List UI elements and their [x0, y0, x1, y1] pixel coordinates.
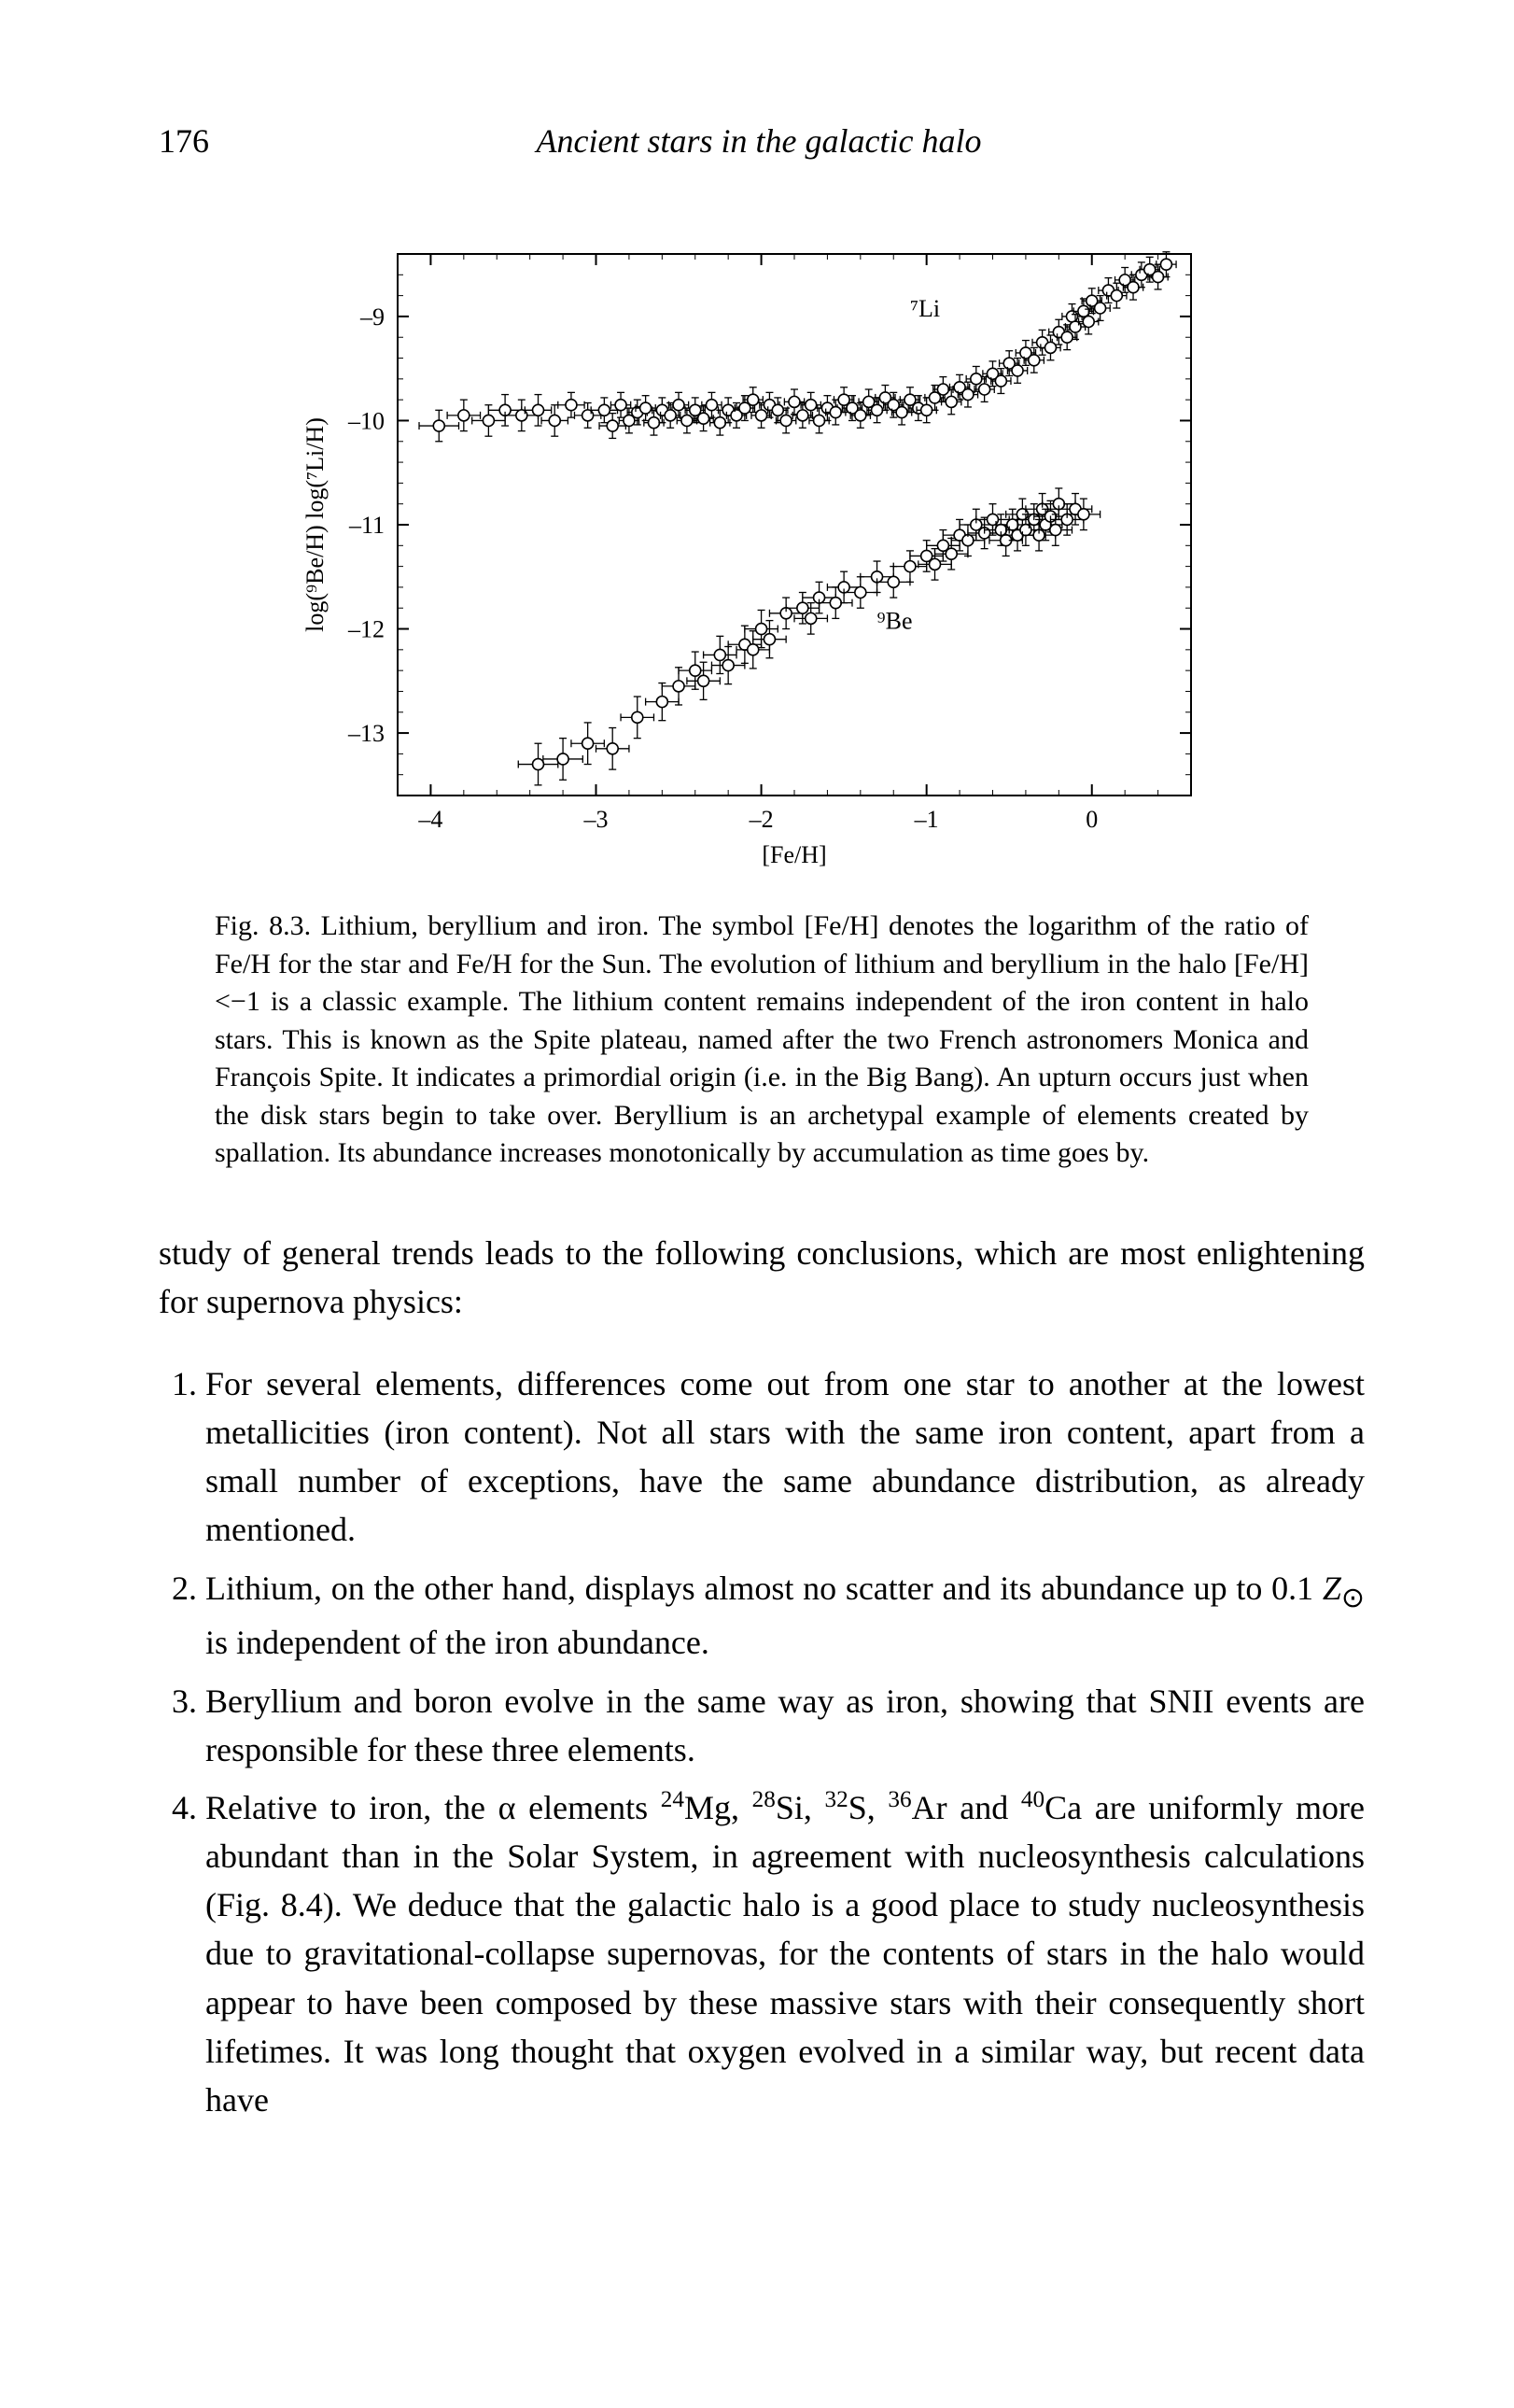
svg-text:0: 0: [1086, 806, 1098, 833]
conclusion-item-1: For several elements, differences come o…: [205, 1359, 1365, 1555]
conclusion-item-3: Beryllium and boron evolve in the same w…: [205, 1677, 1365, 1774]
svg-text:⁷Li: ⁷Li: [910, 295, 940, 322]
svg-text:–10: –10: [347, 407, 385, 434]
svg-text:–1: –1: [914, 806, 939, 833]
running-head: Ancient stars in the galactic halo: [209, 121, 1309, 161]
conclusion-item-2: Lithium, on the other hand, displays alm…: [205, 1564, 1365, 1668]
svg-text:–11: –11: [348, 512, 385, 539]
svg-text:–4: –4: [417, 806, 442, 833]
conclusions-list: For several elements, differences come o…: [159, 1359, 1365, 2124]
svg-text:⁹Be: ⁹Be: [877, 608, 913, 635]
svg-text:–13: –13: [347, 720, 385, 747]
page-number: 176: [159, 121, 209, 161]
scatter-chart: –4–3–2–10–13–12–11–10–9[Fe/H]log(⁹Be/H) …: [286, 217, 1238, 889]
body-paragraph: study of general trends leads to the fol…: [159, 1229, 1365, 1326]
figure-caption: Fig. 8.3. Lithium, beryllium and iron. T…: [215, 908, 1309, 1173]
svg-text:–2: –2: [749, 806, 774, 833]
conclusion-item-4: Relative to iron, the α elements 24Mg, 2…: [205, 1783, 1365, 2124]
svg-text:[Fe/H]: [Fe/H]: [762, 841, 826, 868]
svg-text:–12: –12: [347, 616, 385, 643]
page-header: 176 Ancient stars in the galactic halo: [159, 121, 1365, 161]
figure-8-3: –4–3–2–10–13–12–11–10–9[Fe/H]log(⁹Be/H) …: [159, 217, 1365, 889]
svg-text:–9: –9: [359, 303, 385, 331]
svg-text:–3: –3: [583, 806, 609, 833]
svg-text:log(⁹Be/H) log(⁷Li/H): log(⁹Be/H) log(⁷Li/H): [301, 417, 329, 632]
page: 176 Ancient stars in the galactic halo –…: [0, 0, 1514, 2408]
